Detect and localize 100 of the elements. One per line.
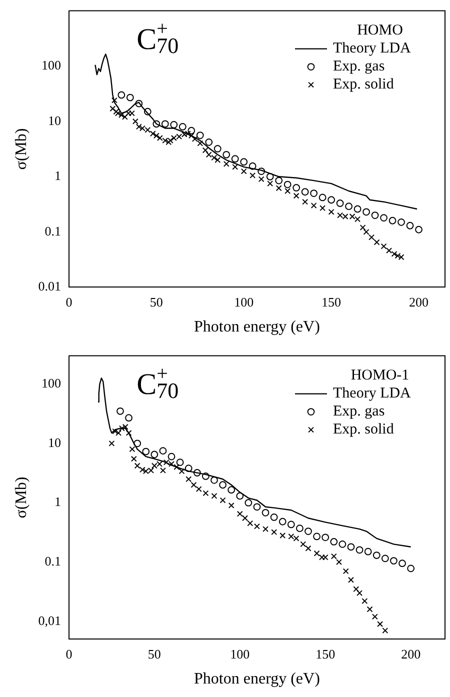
point bbox=[354, 205, 362, 213]
point bbox=[382, 628, 388, 634]
point bbox=[150, 450, 158, 458]
point bbox=[345, 202, 352, 210]
y-axis-title: σ(Mb) bbox=[12, 128, 30, 170]
point bbox=[176, 134, 182, 140]
point bbox=[159, 447, 167, 455]
y-tick-label: 0.01 bbox=[38, 278, 61, 294]
point bbox=[240, 168, 247, 174]
point bbox=[132, 118, 138, 124]
point bbox=[258, 168, 266, 175]
point bbox=[214, 157, 221, 163]
point bbox=[148, 467, 154, 474]
legend-label: Exp. gas bbox=[333, 404, 385, 420]
point bbox=[116, 407, 124, 415]
legend-label: Exp. gas bbox=[333, 58, 385, 75]
point bbox=[356, 546, 364, 554]
point bbox=[292, 184, 300, 192]
point bbox=[193, 469, 201, 476]
point bbox=[150, 130, 156, 137]
point bbox=[247, 520, 254, 526]
point bbox=[139, 466, 146, 473]
point bbox=[398, 560, 406, 568]
point bbox=[381, 554, 389, 562]
point bbox=[122, 424, 128, 430]
y-tick-label: 1 bbox=[54, 168, 61, 184]
point bbox=[153, 132, 160, 139]
legend-label: Theory LDA bbox=[333, 386, 412, 402]
x-tick-label: 100 bbox=[230, 646, 250, 662]
point bbox=[270, 514, 278, 521]
point bbox=[231, 155, 239, 163]
x-tick-label: 200 bbox=[401, 646, 421, 662]
point bbox=[302, 198, 308, 205]
point bbox=[293, 535, 300, 542]
y-tick-label: 100 bbox=[41, 376, 61, 391]
point bbox=[313, 532, 320, 540]
point bbox=[118, 425, 125, 432]
y-tick-label: 0.1 bbox=[44, 553, 61, 568]
point bbox=[125, 414, 132, 422]
point bbox=[118, 91, 126, 99]
point bbox=[156, 461, 163, 467]
point bbox=[178, 468, 185, 474]
x-axis-title: Photon energy (eV) bbox=[194, 318, 320, 336]
point bbox=[300, 541, 306, 548]
point bbox=[174, 464, 180, 470]
point bbox=[262, 526, 268, 532]
point bbox=[232, 164, 238, 170]
point bbox=[296, 524, 304, 532]
point bbox=[386, 248, 392, 254]
point bbox=[284, 188, 291, 194]
point bbox=[211, 492, 218, 499]
point bbox=[219, 481, 226, 489]
point bbox=[380, 243, 387, 250]
point bbox=[160, 467, 166, 474]
point bbox=[236, 492, 244, 500]
point bbox=[196, 486, 202, 492]
y-tick-label: 10 bbox=[48, 434, 61, 450]
point bbox=[330, 553, 337, 560]
point bbox=[338, 540, 346, 548]
point bbox=[170, 135, 177, 141]
point bbox=[372, 552, 380, 559]
point bbox=[168, 461, 174, 467]
point bbox=[304, 528, 312, 535]
point bbox=[394, 252, 401, 259]
point bbox=[287, 520, 295, 528]
point bbox=[280, 532, 286, 538]
point bbox=[253, 503, 261, 511]
point bbox=[134, 440, 142, 448]
point bbox=[242, 515, 248, 522]
point bbox=[202, 472, 210, 480]
point bbox=[372, 614, 378, 620]
point bbox=[322, 534, 330, 542]
point bbox=[110, 106, 116, 112]
point bbox=[301, 188, 309, 196]
point bbox=[336, 559, 342, 566]
point bbox=[211, 154, 218, 161]
point bbox=[318, 194, 326, 202]
point bbox=[342, 568, 349, 574]
point bbox=[342, 214, 348, 220]
point bbox=[254, 523, 260, 530]
point bbox=[371, 212, 379, 219]
point bbox=[184, 130, 191, 137]
point bbox=[188, 132, 194, 139]
point bbox=[161, 120, 169, 128]
x-tick-label: 50 bbox=[150, 294, 163, 310]
point bbox=[118, 112, 124, 118]
point bbox=[184, 464, 192, 472]
point bbox=[328, 196, 336, 204]
point bbox=[415, 226, 422, 234]
legend-title: HOMO bbox=[357, 22, 404, 39]
point bbox=[262, 508, 270, 516]
point bbox=[363, 228, 370, 235]
point bbox=[322, 554, 328, 560]
point bbox=[122, 114, 128, 120]
point bbox=[126, 430, 132, 436]
point bbox=[202, 147, 208, 154]
point bbox=[258, 176, 264, 182]
point bbox=[267, 180, 274, 187]
point bbox=[266, 172, 274, 180]
point bbox=[250, 172, 256, 178]
